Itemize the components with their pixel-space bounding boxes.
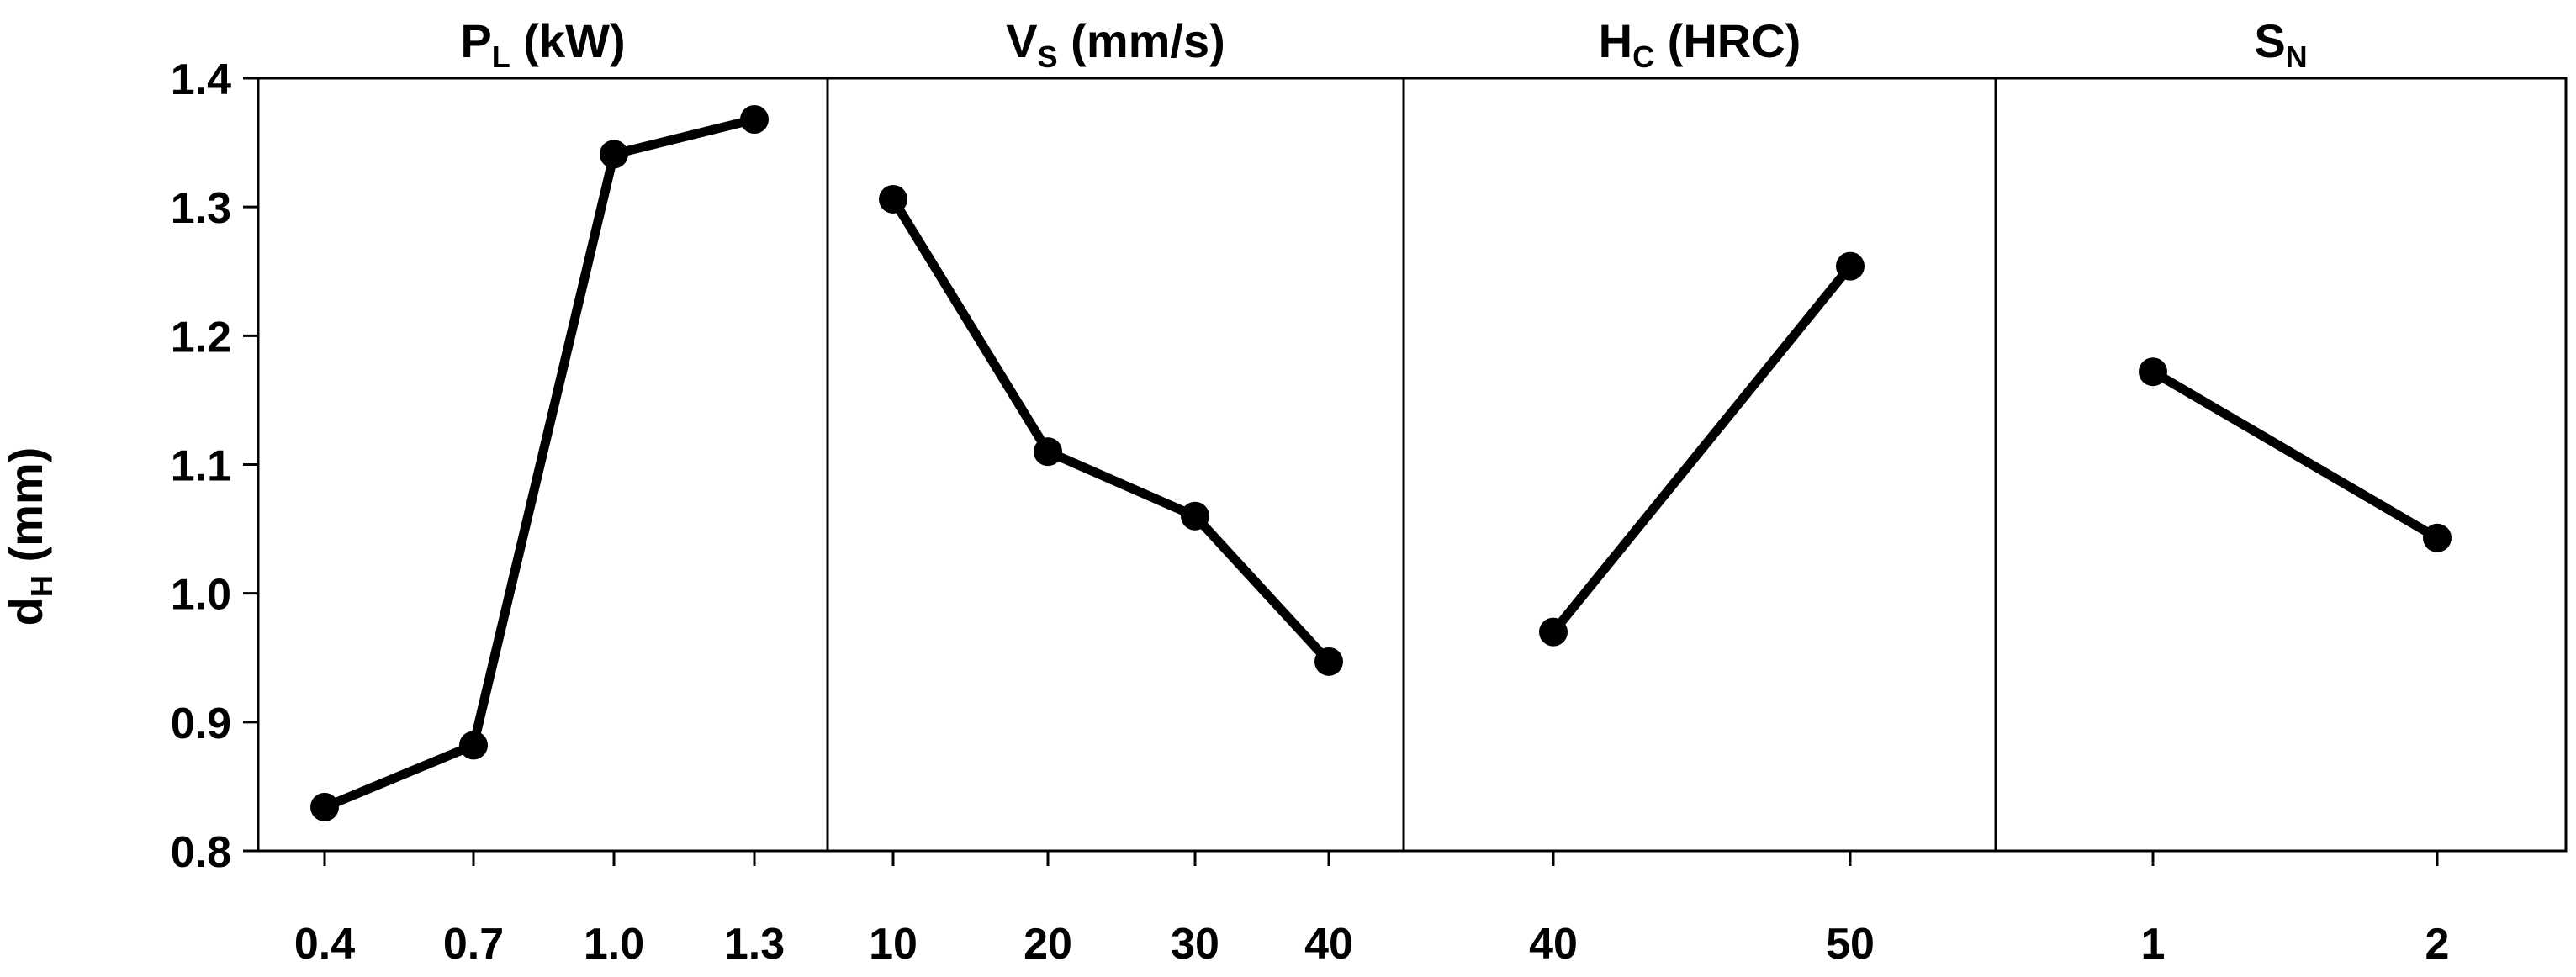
data-point [310, 792, 339, 821]
panel-title: HC (HRC) [1599, 14, 1801, 74]
y-tick-label: 1.4 [171, 55, 231, 104]
x-tick-label: 0.7 [443, 920, 504, 969]
x-tick-label: 2 [2425, 920, 2450, 969]
data-point [2139, 357, 2167, 387]
data-point [459, 731, 488, 760]
data-point [879, 184, 907, 214]
data-point [740, 105, 769, 135]
x-tick-label: 40 [1304, 920, 1353, 969]
data-point [2423, 523, 2452, 552]
y-tick-label: 1.2 [171, 313, 231, 362]
x-tick-label: 1.0 [584, 920, 644, 969]
series-line [889, 197, 1333, 665]
y-axis-title: dH (mm) [0, 447, 59, 626]
series-line [2150, 367, 2440, 542]
x-tick-label: 0.4 [294, 920, 355, 969]
y-tick-label: 0.8 [171, 828, 231, 877]
y-tick-label: 0.9 [171, 700, 231, 748]
x-tick-label: 50 [1826, 920, 1875, 969]
panel-title: SN [2254, 14, 2307, 74]
panel-title: PL (kW) [460, 14, 625, 74]
data-point [1539, 617, 1568, 647]
data-point [1314, 647, 1343, 676]
x-tick-label: 10 [869, 920, 918, 969]
series-line [322, 114, 756, 812]
y-tick-label: 1.3 [171, 184, 231, 233]
data-point [600, 140, 628, 169]
data-point [1836, 251, 1865, 281]
x-tick-label: 40 [1529, 920, 1578, 969]
data-point [1034, 437, 1062, 467]
y-tick-label: 1.1 [171, 442, 231, 491]
x-tick-label: 1 [2141, 920, 2166, 969]
data-point [1181, 501, 1209, 531]
panel-title: VS (mm/s) [1006, 14, 1225, 74]
series-line [1549, 263, 1854, 636]
y-tick-label: 1.0 [171, 571, 231, 620]
x-tick-label: 30 [1171, 920, 1219, 969]
plot-layer: 0.8 0.9 1.0 1.1 1.2 1.3 1.4 PL (kW) 0.4 0.7 1.0 1.3… [171, 14, 2568, 969]
x-tick-label: 20 [1024, 920, 1072, 969]
x-tick-label: 1.3 [724, 920, 785, 969]
